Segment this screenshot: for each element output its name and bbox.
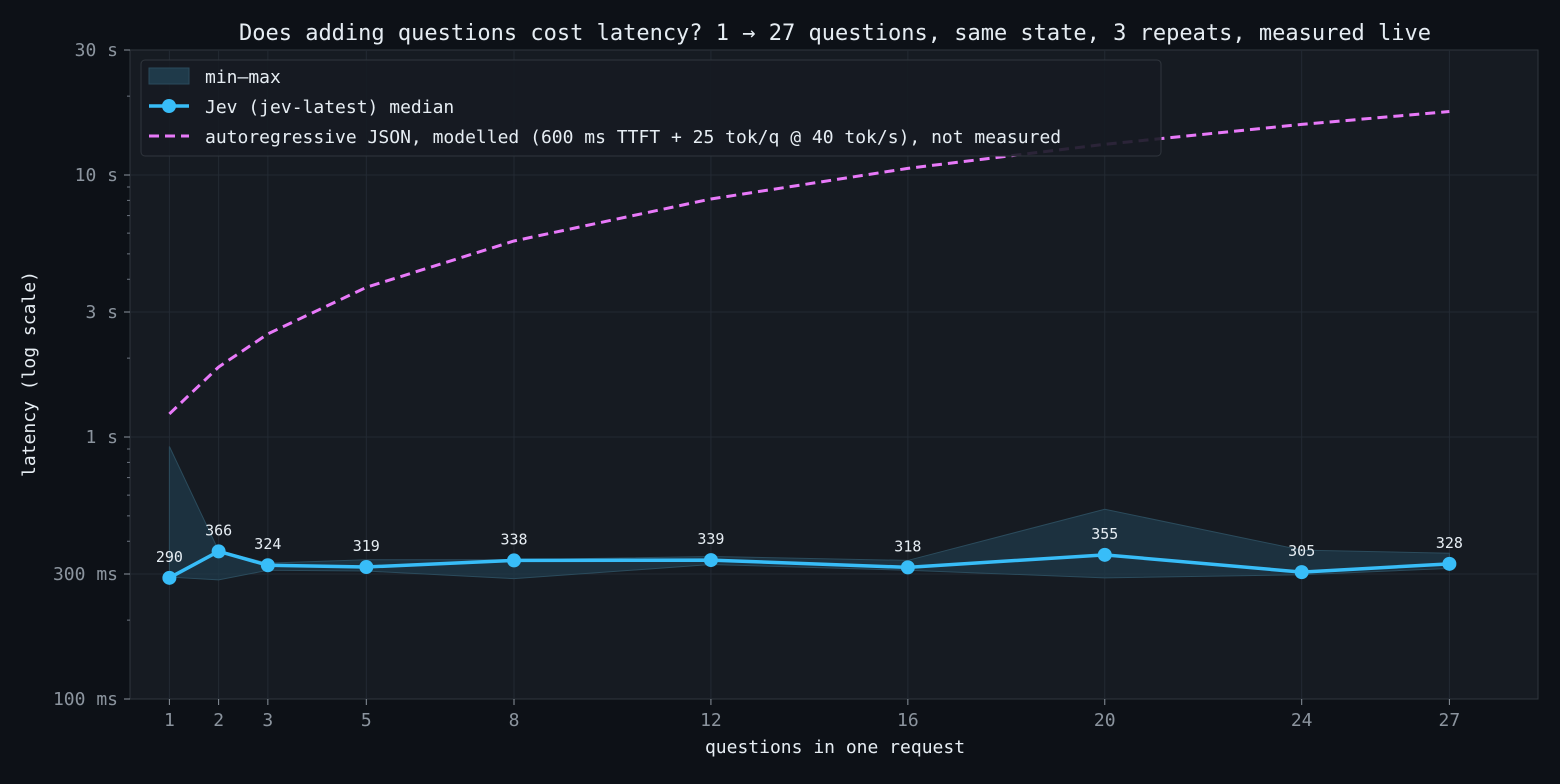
legend-swatch-min-max (148, 67, 190, 85)
median-point-9 (1442, 556, 1457, 571)
median-line-layer (162, 544, 1457, 585)
median-line (168, 549, 1450, 580)
x-tick-label-2: 3 (262, 710, 273, 731)
median-data-label-9: 328 (1436, 534, 1463, 552)
x-tick-label-1: 2 (213, 710, 224, 731)
chart-title: Does adding questions cost latency? 1 → … (239, 21, 1431, 46)
x-tick-label-4: 8 (509, 710, 520, 731)
x-tick-label-8: 24 (1291, 710, 1313, 731)
median-point-7 (1097, 547, 1112, 562)
y-tick-label-4: 10 s (75, 165, 118, 186)
y-tick-label-2: 1 s (85, 427, 118, 448)
median-data-label-6: 318 (894, 537, 921, 555)
median-data-label-5: 339 (697, 530, 724, 548)
median-data-label-8: 305 (1288, 542, 1315, 560)
median-point-1 (211, 544, 226, 559)
median-point-4 (507, 553, 521, 568)
x-tick-label-0: 1 (164, 710, 175, 731)
median-point-6 (900, 560, 915, 575)
median-data-label-4: 338 (500, 530, 527, 548)
x-tick-label-6: 16 (897, 710, 919, 731)
median-data-label-3: 319 (353, 537, 380, 555)
legend-entry-median: Jev (jev-latest) median (205, 97, 454, 118)
plot-area (129, 49, 1539, 700)
legend-entry-model: autoregressive JSON, modelled (600 ms TT… (205, 127, 1061, 148)
y-tick-label-1: 300 ms (53, 564, 118, 585)
x-tick-label-9: 27 (1439, 710, 1461, 731)
x-tick-label-3: 5 (361, 710, 372, 731)
y-axis-label: latency (log scale) (19, 271, 40, 477)
median-data-label-7: 355 (1091, 525, 1118, 543)
y-tick-label-5: 30 s (75, 40, 118, 61)
model-line-layer (168, 109, 1450, 415)
legend-swatch-median-marker (162, 99, 176, 113)
median-point-5 (703, 553, 718, 568)
model-line (168, 109, 1450, 415)
x-tick-label-5: 12 (700, 710, 722, 731)
y-tick-label-3: 3 s (85, 302, 118, 323)
data-label-layer: 290 366 324 319 338 339 318 355 305 328 (156, 521, 1463, 565)
median-point-0 (162, 570, 177, 585)
legend-entry-min-max: min–max (205, 67, 281, 88)
legend-box (140, 59, 1162, 157)
y-tick-label-0: 100 ms (53, 689, 118, 710)
median-data-label-0: 290 (156, 548, 183, 566)
median-data-label-1: 366 (205, 521, 232, 539)
x-tick-label-7: 20 (1094, 710, 1116, 731)
median-point-2 (260, 558, 275, 573)
median-point-3 (359, 560, 374, 575)
legend: min–max Jev (jev-latest) median autoregr… (140, 59, 1162, 157)
median-data-label-2: 324 (254, 535, 281, 553)
median-point-8 (1294, 565, 1309, 580)
x-axis-label: questions in one request (705, 737, 965, 758)
